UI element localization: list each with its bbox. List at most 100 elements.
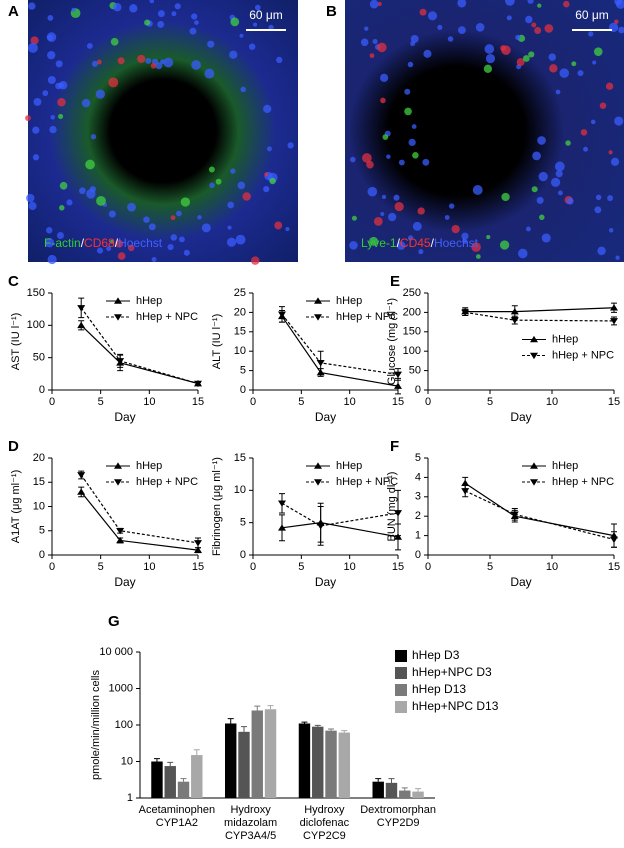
cell: [597, 246, 606, 256]
cell: [229, 50, 238, 59]
cell: [534, 27, 542, 34]
cell: [66, 199, 73, 206]
cell: [144, 19, 151, 26]
legend-label: hHep + NPC: [136, 476, 198, 488]
cell: [49, 125, 57, 134]
cell: [608, 228, 614, 233]
cell: [592, 60, 597, 65]
cell: [81, 98, 91, 108]
cell: [499, 240, 510, 250]
cell: [189, 27, 197, 35]
error-bar: [167, 761, 174, 767]
cell: [110, 37, 119, 46]
cell: [350, 156, 356, 163]
legend-swatch: [395, 650, 407, 662]
cell: [47, 50, 56, 60]
x-tick-label: 5: [298, 396, 304, 408]
y-tick-label: 0: [240, 549, 246, 561]
bar: [338, 732, 350, 798]
cell: [237, 181, 246, 190]
y-tick-label: 0: [39, 384, 45, 396]
marker: [394, 382, 402, 389]
cell: [396, 241, 406, 250]
cell: [369, 53, 375, 59]
bar: [177, 781, 190, 798]
marker: [316, 523, 325, 530]
cell: [475, 254, 481, 259]
marker: [610, 304, 618, 311]
cell: [26, 193, 35, 203]
cell: [183, 249, 190, 256]
y-tick-label: 5: [240, 517, 246, 529]
legend-label: hHep + NPC: [336, 476, 398, 488]
y-tick-label: 25: [234, 287, 246, 299]
cell: [151, 257, 157, 262]
x-tick-label: Acetaminophen: [139, 804, 215, 816]
cell: [367, 186, 378, 197]
x-axis-label: Day: [114, 575, 135, 589]
cell: [388, 212, 397, 222]
marker: [194, 546, 202, 553]
cell: [549, 64, 558, 73]
cell: [137, 54, 146, 63]
bar: [385, 782, 398, 798]
y-axis-label: Fibrinogen (μg ml⁻¹): [211, 457, 223, 556]
cell: [532, 151, 541, 161]
y-tick-label: 10: [234, 345, 246, 357]
x-tick-label: 15: [608, 561, 620, 573]
cell: [33, 97, 42, 106]
y-tick-label: 150: [27, 287, 45, 299]
bar: [151, 761, 163, 798]
cell: [537, 3, 542, 8]
y-tick-label: 15: [234, 452, 246, 464]
cell: [595, 194, 602, 201]
cell: [285, 227, 290, 232]
cell: [57, 98, 66, 107]
x-tick-label: CYP2C9: [303, 830, 346, 842]
legend-label: hHep + NPC: [336, 311, 398, 323]
series-line: [465, 311, 615, 322]
cell: [276, 56, 283, 64]
cell: [89, 186, 96, 193]
cell: [583, 146, 589, 152]
cell: [485, 53, 496, 64]
y-tick-label: 0: [39, 549, 45, 561]
x-tick-label: 0: [49, 561, 55, 573]
x-tick-label: Hydroxy: [304, 804, 345, 816]
y-axis-label: A1AT (μg ml⁻¹): [10, 470, 22, 543]
cell: [174, 3, 181, 10]
cell: [58, 80, 68, 90]
bar: [238, 731, 250, 798]
cell: [594, 206, 602, 214]
y-tick-label: 100: [115, 719, 133, 731]
cell: [577, 70, 584, 77]
cell: [175, 210, 182, 217]
marker: [116, 527, 125, 535]
cell: [240, 86, 246, 93]
legend-swatch: [395, 684, 407, 696]
cell: [150, 63, 157, 69]
marker: [114, 479, 122, 486]
caption-part: CD68: [84, 236, 115, 250]
x-tick-label: Hydroxy: [230, 804, 271, 816]
x-axis-label: Day: [114, 410, 135, 424]
panel-label: F: [390, 438, 399, 455]
y-tick-label: 4: [415, 471, 421, 483]
cell: [208, 166, 215, 173]
x-tick-label: 10: [344, 396, 356, 408]
cell: [47, 15, 54, 21]
error-bar: [388, 778, 395, 783]
cell: [536, 196, 544, 204]
cell: [548, 53, 556, 61]
cell: [242, 192, 251, 201]
cell: [364, 26, 369, 31]
x-tick-label: 5: [98, 396, 104, 408]
cell: [372, 38, 378, 44]
cell: [451, 224, 460, 234]
cell: [398, 159, 405, 166]
cell: [605, 82, 614, 91]
marker: [314, 297, 322, 304]
cell: [557, 190, 563, 196]
cell: [531, 22, 537, 28]
